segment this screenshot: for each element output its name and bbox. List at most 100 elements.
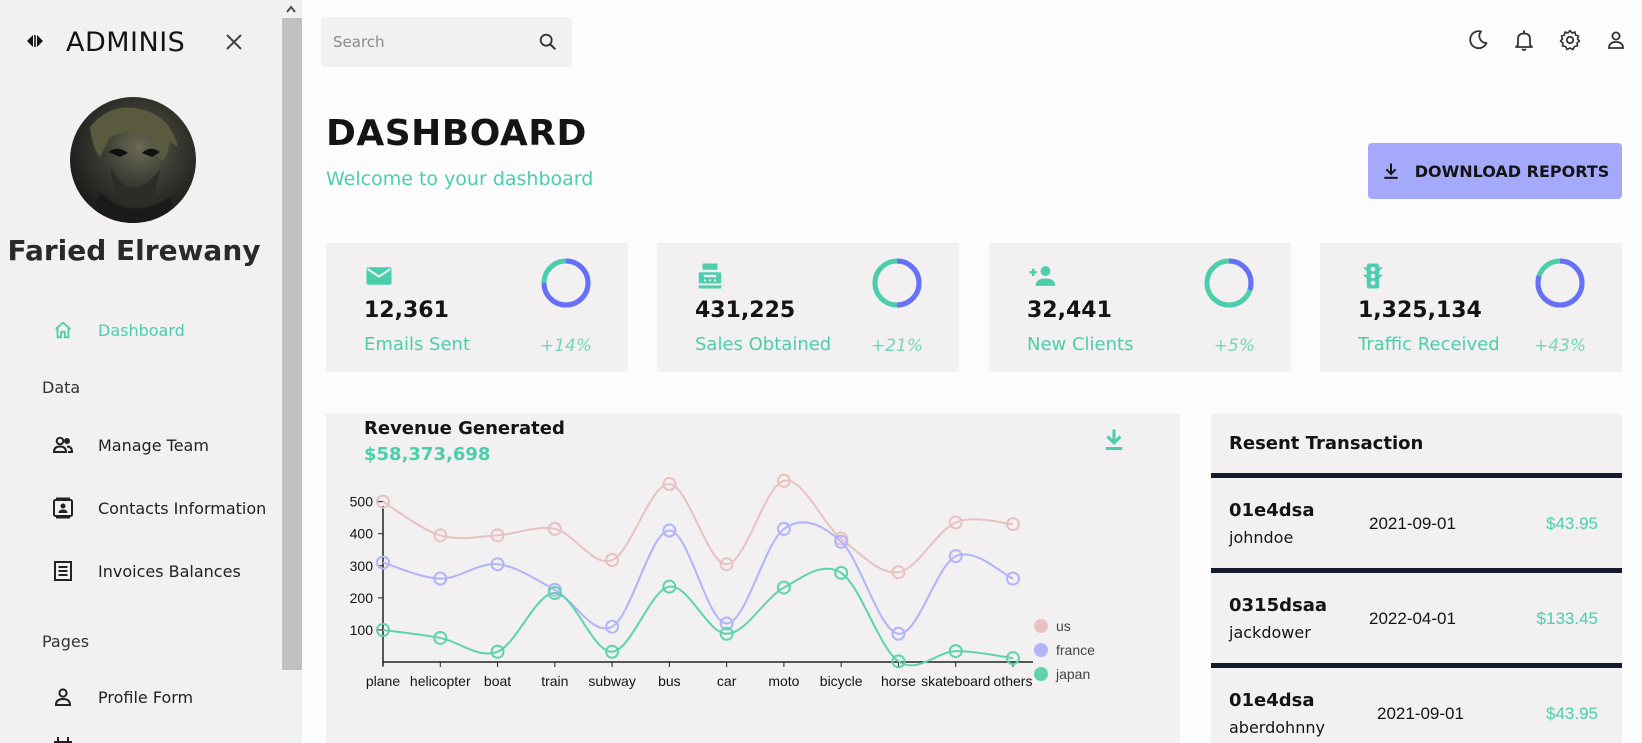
sidebar-scrollbar[interactable]	[280, 0, 302, 743]
data-point-france	[1006, 571, 1020, 586]
data-point-us	[1006, 517, 1020, 532]
home-icon	[50, 317, 76, 343]
stat-label: Emails Sent	[364, 334, 471, 355]
transaction-date: 2021-09-01	[1369, 514, 1456, 533]
people-icon	[50, 432, 76, 458]
sidebar-item-contacts[interactable]: Contacts Information	[50, 493, 266, 523]
x-tick-label: skateboard	[921, 673, 990, 689]
scroll-up-icon[interactable]	[280, 0, 302, 18]
data-point-japan	[433, 630, 448, 645]
data-point-japan	[948, 644, 963, 659]
y-tick-label: 100	[350, 622, 374, 638]
user-name: Faried Elrewany	[7, 234, 261, 267]
sidebar-item-profile-form[interactable]: Profile Form	[50, 682, 193, 712]
transactions-title: Resent Transaction	[1211, 414, 1622, 478]
stat-card-sales: 431,225 Sales Obtained +21%	[657, 243, 959, 372]
traffic-icon	[1358, 261, 1388, 291]
progress-ring	[872, 258, 922, 308]
collapse-toggle-icon[interactable]	[24, 30, 46, 52]
transaction-user: aberdohnny	[1229, 718, 1325, 737]
data-point-france	[605, 619, 620, 634]
x-tick-label: boat	[484, 673, 511, 689]
legend-marker-us	[1034, 619, 1048, 633]
download-reports-label: DOWNLOAD REPORTS	[1414, 161, 1610, 181]
transaction-id: 0315dsaa	[1229, 595, 1327, 616]
dark-mode-icon[interactable]	[1464, 26, 1492, 54]
stat-label: Sales Obtained	[695, 334, 832, 355]
data-point-france	[948, 549, 963, 564]
x-tick-label: helicopter	[410, 673, 471, 689]
data-point-japan	[490, 644, 505, 659]
stat-increase: +14%	[539, 336, 592, 356]
transaction-user: jackdower	[1229, 623, 1311, 642]
nav-section-data: Data	[42, 378, 81, 397]
series-line-france	[382, 521, 1014, 635]
page-title: DASHBOARD	[326, 113, 587, 154]
notifications-icon[interactable]	[1510, 26, 1538, 54]
sidebar-item-label: Contacts Information	[98, 498, 267, 518]
nav-section-pages: Pages	[42, 632, 90, 651]
sidebar-item-manage-team[interactable]: Manage Team	[50, 430, 209, 460]
stat-value: 1,325,134	[1358, 298, 1482, 323]
search-input[interactable]	[333, 33, 536, 51]
sidebar-item-dashboard[interactable]: Dashboard	[50, 315, 185, 345]
stat-label: Traffic Received	[1358, 334, 1500, 355]
legend-label: us	[1056, 618, 1071, 634]
data-point-japan	[1006, 651, 1020, 666]
x-tick-label: bicycle	[820, 673, 863, 689]
data-point-france	[891, 626, 906, 641]
scroll-thumb[interactable]	[282, 18, 302, 670]
transaction-id: 01e4dsa	[1229, 690, 1315, 711]
topbar-actions	[1464, 26, 1630, 54]
download-revenue-icon[interactable]	[1100, 426, 1130, 456]
receipt-icon	[50, 558, 76, 584]
sidebar-item-label: Dashboard	[98, 320, 185, 340]
transactions-panel: Resent Transaction 01e4dsa johndoe 2021-…	[1211, 414, 1622, 743]
revenue-amount: $58,373,698	[364, 444, 491, 465]
data-point-us	[948, 515, 963, 530]
progress-ring	[1204, 258, 1254, 308]
search-icon[interactable]	[536, 30, 560, 54]
stat-card-traffic: 1,325,134 Traffic Received +43%	[1320, 243, 1622, 372]
stat-increase: +43%	[1533, 336, 1586, 356]
point-of-sale-icon	[695, 261, 725, 291]
download-reports-button[interactable]: DOWNLOAD REPORTS	[1368, 143, 1622, 199]
data-point-us	[719, 557, 734, 572]
x-tick-label: moto	[768, 673, 799, 689]
stat-increase: +21%	[870, 336, 923, 356]
stat-card-emails: 12,361 Emails Sent +14%	[326, 243, 628, 372]
table-row: 01e4dsa aberdohnny 2021-09-01 $43.95	[1211, 668, 1622, 743]
download-icon	[1381, 161, 1401, 181]
legend-label: japan	[1055, 666, 1090, 682]
sidebar-item-label: Invoices Balances	[98, 561, 241, 581]
data-point-us	[776, 473, 791, 488]
stat-label: New Clients	[1027, 334, 1134, 355]
table-row: 01e4dsa johndoe 2021-09-01 $43.95	[1211, 478, 1622, 573]
data-point-france	[490, 557, 505, 572]
table-row: 0315dsaa jackdower 2022-04-01 $133.45	[1211, 573, 1622, 668]
data-point-us	[891, 565, 906, 580]
revenue-title: Revenue Generated	[364, 418, 565, 439]
settings-icon[interactable]	[1556, 26, 1584, 54]
series-line-japan	[382, 567, 1014, 667]
sidebar-item-invoices[interactable]: Invoices Balances	[50, 556, 241, 586]
data-point-japan	[605, 644, 620, 659]
data-point-japan	[547, 586, 562, 601]
data-point-france	[433, 571, 448, 586]
x-tick-label: car	[717, 673, 737, 689]
revenue-line-chart: 100 200 300 400 500 plane helicopter boat train s…	[350, 473, 1095, 689]
data-point-us	[605, 553, 620, 568]
transaction-cost: $43.95	[1546, 514, 1598, 533]
stat-card-clients: 32,441 New Clients +5%	[989, 243, 1291, 372]
data-point-japan	[376, 622, 390, 637]
close-icon[interactable]	[220, 28, 248, 56]
user-profile-icon[interactable]	[1602, 26, 1630, 54]
data-point-us	[376, 494, 390, 509]
data-point-us	[662, 477, 677, 492]
y-tick-label: 500	[350, 494, 374, 510]
data-point-japan	[662, 579, 677, 594]
data-point-us	[490, 528, 505, 543]
search-box	[321, 17, 572, 67]
calendar-icon	[52, 734, 74, 743]
email-icon	[364, 261, 394, 291]
